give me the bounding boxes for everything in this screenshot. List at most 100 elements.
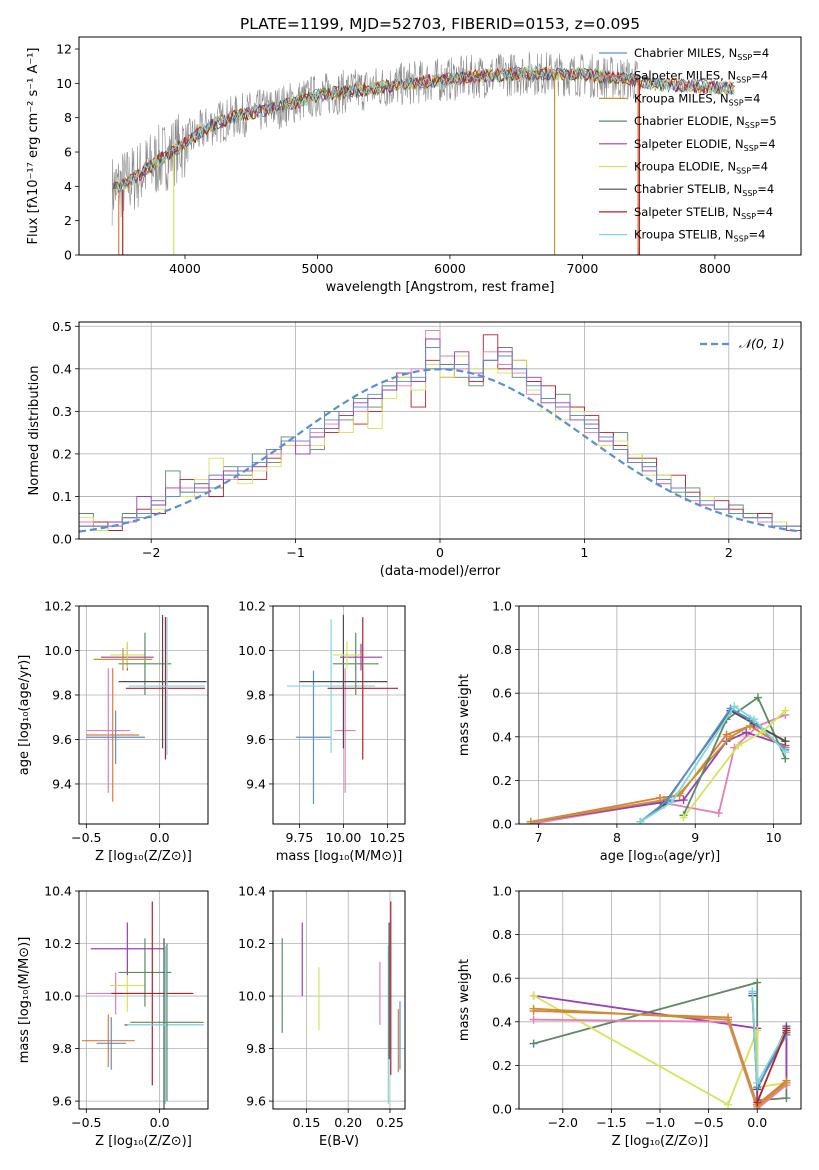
y-tick-label: 9.8 [52, 1041, 72, 1056]
x-axis-label: age [log₁₀(age/yr)] [600, 849, 721, 864]
y-tick-label: 0.6 [492, 686, 512, 701]
error-cross [118, 938, 172, 1007]
x-tick-label: −1.5 [596, 1115, 626, 1130]
error-cross [128, 617, 206, 756]
y-tick-label: 0.4 [492, 1014, 512, 1029]
error-cross [327, 617, 398, 760]
y-tick-label: 0.4 [52, 361, 72, 376]
axes-frame [78, 890, 209, 1110]
axes-frame [78, 321, 802, 540]
x-axis-label: E(B-V) [319, 1134, 359, 1149]
y-tick-label: 1.0 [492, 599, 512, 614]
x-tick-label: −2 [142, 545, 160, 560]
weight-marker [782, 1094, 791, 1103]
y-tick-label: 9.6 [52, 732, 72, 747]
error-cross [81, 1014, 135, 1067]
y-tick-label: 10.2 [238, 936, 266, 951]
error-cross [299, 614, 388, 749]
error-cross [111, 901, 194, 1086]
y-tick-label: 10.2 [44, 936, 72, 951]
y-tick-label: 4 [64, 179, 72, 194]
error-cross [295, 670, 332, 804]
error-cross [287, 619, 376, 753]
chart-ebv-mass: 0.15 0.20 0.25 9.6 9.8 10.0 10.2 10.4 E(B-V) [238, 884, 406, 1149]
weight-line [639, 707, 786, 823]
error-cross [90, 922, 165, 976]
plot-area [81, 901, 204, 1109]
weight-marker [714, 809, 723, 818]
weight-marker [753, 693, 762, 702]
weight-marker [781, 706, 790, 715]
gaussian-curve [79, 368, 799, 533]
error-cross [332, 632, 379, 695]
axes-frame [518, 890, 802, 1110]
x-tick-label: −1.0 [645, 1115, 675, 1130]
y-tick-label: 9.6 [246, 732, 266, 747]
x-tick-label: −0.5 [71, 830, 101, 845]
plot-area [529, 978, 791, 1109]
weight-marker [748, 987, 757, 996]
y-tick-label: 9.8 [246, 1041, 266, 1056]
x-axis-label: (data-model)/error [380, 564, 501, 579]
chart-residuals: −2 −1 0 1 2 0.0 0.1 0.2 0.3 0.4 0.5 (data-model)/er… [27, 319, 802, 579]
chart-z-age: −0.5 0.0 9.4 9.6 9.8 10.0 10.2 Z [log₁₀(Z/Z⊙)] a… [17, 599, 209, 864]
model-kroupa-stelib [113, 64, 735, 192]
legend-entry: Kroupa ELODIE, NSSP=4 [634, 160, 768, 176]
chart-age-weight: 7 8 9 10 0.0 0.2 0.4 0.6 0.8 1.0 age [log₁₀(age/yr… [457, 599, 802, 864]
y-tick-label: 0.0 [492, 1102, 512, 1117]
x-tick-label: −2.0 [548, 1115, 578, 1130]
plot-area [526, 693, 790, 824]
y-tick-label: 0.0 [52, 532, 72, 547]
weight-line [682, 696, 787, 816]
x-tick-label: −0.5 [693, 1115, 723, 1130]
x-tick-label: 10.00 [326, 830, 362, 845]
y-tick-label: 0.2 [492, 773, 512, 788]
legend-entry: Chabrier STELIB, NSSP=4 [634, 182, 774, 198]
weight-marker [529, 1039, 538, 1048]
y-tick-label: 6 [64, 145, 72, 160]
error-cross [334, 668, 356, 793]
weight-marker [730, 702, 739, 711]
weight-line [530, 731, 786, 823]
y-axis-label: Flux [fλ10⁻¹⁷ erg cm⁻² s⁻¹ A⁻¹] [26, 48, 41, 245]
x-tick-label: 10.25 [370, 830, 406, 845]
y-tick-label: 0.3 [52, 404, 72, 419]
x-tick-label: 7 [535, 830, 543, 845]
y-tick-label: 10.2 [238, 599, 266, 614]
weight-marker [526, 817, 535, 824]
x-tick-label: 0 [436, 545, 444, 560]
y-axis-label: mass weight [457, 674, 472, 756]
error-cross [96, 1017, 126, 1070]
plot-area [79, 330, 801, 539]
y-tick-label: 12 [56, 42, 72, 57]
chart-z-weight: −2.0 −1.5 −1.0 −0.5 0.0 0.0 0.2 0.4 0.6 0.8 1.0 Z [… [457, 884, 802, 1149]
y-tick-label: 0.6 [492, 971, 512, 986]
weight-marker [529, 1015, 538, 1024]
error-cross [127, 946, 204, 1104]
plot-area [86, 614, 207, 802]
y-tick-label: 9.6 [52, 1094, 72, 1109]
weight-marker [734, 741, 743, 750]
x-tick-label: 5000 [302, 261, 334, 276]
y-tick-label: 9.8 [246, 687, 266, 702]
plot-area [287, 614, 398, 804]
x-tick-label: 8 [613, 830, 621, 845]
weight-marker [750, 715, 758, 724]
error-cross [125, 617, 206, 760]
y-tick-label: 10.4 [238, 884, 266, 899]
y-tick-label: 10.2 [44, 599, 72, 614]
x-axis-label: mass [log₁₀(M/M⊙)] [276, 849, 403, 864]
y-tick-label: 10.0 [44, 989, 72, 1004]
y-tick-label: 9.8 [52, 687, 72, 702]
weight-marker [782, 1078, 791, 1087]
weight-marker [781, 748, 790, 757]
y-tick-label: 9.4 [246, 776, 266, 791]
legend-entry: Salpeter MILES, NSSP=4 [634, 69, 768, 85]
y-tick-label: 0 [64, 248, 72, 263]
legend-entry: Chabrier ELODIE, NSSP=5 [634, 114, 777, 130]
x-tick-label: 1 [580, 545, 588, 560]
weight-marker [636, 817, 645, 824]
legend-entry: Salpeter STELIB, NSSP=4 [634, 205, 773, 221]
error-cross [332, 641, 361, 669]
